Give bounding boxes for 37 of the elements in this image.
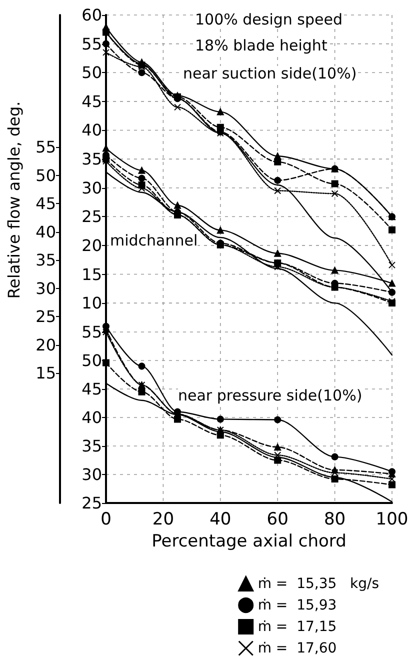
x-tick-label: 100: [376, 510, 408, 530]
y-tick-label: 60: [82, 6, 102, 24]
x-tick-label: 80: [324, 510, 346, 530]
y2-tick-label: 15: [36, 364, 56, 383]
legend-label: ṁ = 17,60: [258, 640, 337, 656]
annotation: near suction side(10%): [183, 64, 357, 82]
y-tick-label: 35: [82, 150, 102, 169]
y2-tick-label: 25: [36, 307, 56, 326]
y2-tick-label: 35: [36, 250, 56, 270]
y2-tick-label: 50: [36, 166, 56, 185]
annotation: 18% blade height: [195, 36, 328, 54]
y2-tick-label: 20: [36, 335, 56, 354]
y-tick-label: 25: [82, 207, 102, 226]
annotation: 100% design speed: [195, 10, 342, 28]
y-tick-label: 10: [82, 294, 102, 313]
y2-tick-label: 40: [36, 222, 56, 242]
y2-tick-label: 30: [36, 278, 56, 298]
x-axis-title: Percentage axial chord: [152, 532, 346, 552]
y2-axis-title: Relative flow angle, deg.: [4, 101, 24, 299]
y2-tick-label: 45: [36, 194, 56, 214]
y2-tick-label: 55: [36, 138, 56, 157]
x-tick-label: 0: [100, 510, 112, 530]
y-tick-label: 55: [82, 34, 102, 54]
x-tick-label: 40: [210, 510, 232, 530]
y-tick-label: 30: [82, 178, 102, 198]
y-tick-label: 40: [82, 120, 102, 140]
y-tick-label: 15: [82, 264, 102, 284]
legend-label: ṁ = 15,35 kg/s: [258, 576, 380, 592]
legend-label: ṁ = 15,93: [258, 597, 337, 614]
y-tick-label: 20: [82, 236, 102, 255]
y-tick-label: 45: [82, 92, 102, 111]
x-tick-label: 20: [152, 510, 174, 530]
legend-label: ṁ = 17,15: [258, 618, 337, 635]
annotation: near pressure side(10%): [178, 386, 362, 404]
annotation: midchannel: [110, 232, 198, 250]
y-tick-label: 50: [82, 63, 102, 82]
x-tick-label: 60: [266, 510, 288, 530]
